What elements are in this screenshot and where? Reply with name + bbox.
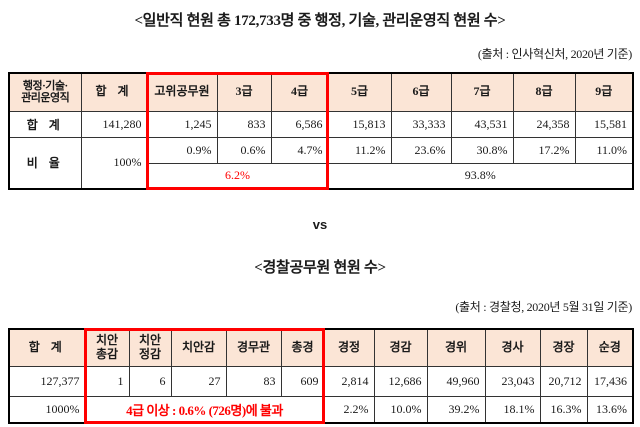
group-ratio-highlight-cell: 6.2% xyxy=(146,162,329,190)
ratio-cell: 30.8% xyxy=(450,136,514,164)
header-cell-grade6: 6급 xyxy=(390,72,452,112)
value-cell: 49,960 xyxy=(426,365,486,397)
header-cell-grade8: 8급 xyxy=(512,72,576,112)
ratio-cell: 0.6% xyxy=(216,136,272,164)
header-cell-chian-jeonggam: 치안 정감 xyxy=(128,328,172,367)
pct-cell: 2.2% xyxy=(323,395,375,424)
value-cell: 17,436 xyxy=(586,365,634,397)
highlight-note-cell: 4급 이상 : 0.6% (726명)에 불과 xyxy=(84,395,325,424)
row-label-ratio: 비 율 xyxy=(8,136,82,190)
header-text: 합 계 xyxy=(28,339,66,354)
value-cell: 15,813 xyxy=(327,110,392,138)
header-line2: 정감 xyxy=(138,346,162,361)
header-text: 경감 xyxy=(389,339,412,354)
value-cell: 15,581 xyxy=(574,110,634,138)
header-cell-sungyeong: 순경 xyxy=(586,328,634,367)
header-cell-gyeongmugwan: 경무관 xyxy=(225,328,282,367)
value-cell: 24,358 xyxy=(512,110,576,138)
source-note-mpm: (출처 : 인사혁신처, 2020년 기준) xyxy=(477,47,632,61)
ratio-cell: 4.7% xyxy=(270,136,329,164)
value-cell: 1 xyxy=(84,365,130,397)
header-cell-grade3: 3급 xyxy=(216,72,272,112)
ratio-total-cell: 100% xyxy=(80,136,148,190)
group-ratio-rest-cell: 93.8% xyxy=(327,162,634,190)
table-row-totals: 합 계 141,280 1,245 833 6,586 15,813 33,33… xyxy=(8,110,634,138)
general-staff-table-wrapper: 행정·기술· 관리운영직 합 계 고위공무원 3급 4급 5급 6급 7급 8급… xyxy=(8,72,634,190)
table-header-row: 합 계 치안 총감 치안 정감 치안감 경무관 총경 경정 경감 경위 경사 경… xyxy=(8,328,634,367)
pct-cell: 10.0% xyxy=(373,395,428,424)
corner-header-cell: 행정·기술· 관리운영직 xyxy=(8,72,82,112)
header-cell-gyeongsa: 경사 xyxy=(484,328,541,367)
value-cell: 833 xyxy=(216,110,272,138)
value-cell: 6 xyxy=(128,365,172,397)
ratio-cell: 23.6% xyxy=(390,136,452,164)
ratio-cell: 11.2% xyxy=(327,136,392,164)
value-cell: 1,245 xyxy=(146,110,218,138)
page-title-general-staff: <일반직 현원 총 172,733명 중 행정, 기술, 관리운영직 현원 수> xyxy=(134,13,506,29)
ratio-cell: 11.0% xyxy=(574,136,634,164)
value-cell: 23,043 xyxy=(484,365,541,397)
police-table-wrapper: 합 계 치안 총감 치안 정감 치안감 경무관 총경 경정 경감 경위 경사 경… xyxy=(8,328,634,424)
header-text: 총경 xyxy=(291,339,314,354)
value-cell: 33,333 xyxy=(390,110,452,138)
pct-cell: 13.6% xyxy=(586,395,634,424)
header-cell-gyeongwi: 경위 xyxy=(426,328,486,367)
header-cell-grade7: 7급 xyxy=(450,72,514,112)
vs-divider: vs xyxy=(312,217,328,232)
header-text: 경장 xyxy=(552,339,575,354)
pct-cell: 18.1% xyxy=(484,395,541,424)
corner-header-line1: 행정·기술· xyxy=(22,79,68,92)
table-row-group-ratios: 6.2% 93.8% xyxy=(9,162,634,190)
table-row-percentages: 1000% 4급 이상 : 0.6% (726명)에 불과 2.2% 10.0%… xyxy=(8,395,634,424)
header-line2: 총감 xyxy=(95,346,119,361)
value-cell: 20,712 xyxy=(539,365,588,397)
value-cell: 141,280 xyxy=(80,110,148,138)
header-cell-grade5: 5급 xyxy=(327,72,392,112)
pct-cell: 16.3% xyxy=(539,395,588,424)
value-cell: 12,686 xyxy=(373,365,428,397)
corner-header-line2: 관리운영직 xyxy=(21,92,70,105)
header-cell-grade4: 4급 xyxy=(270,72,329,112)
header-line1: 치안 xyxy=(138,332,162,347)
header-cell-gyeongjeong: 경정 xyxy=(323,328,375,367)
table-row-ratios: 비 율 100% 0.9% 0.6% 4.7% 11.2% 23.6% 30.8… xyxy=(8,136,634,190)
value-cell: 43,531 xyxy=(450,110,514,138)
header-cell-grade9: 9급 xyxy=(574,72,634,112)
header-text: 경무관 xyxy=(236,339,271,354)
header-cell-chonggyeong: 총경 xyxy=(280,328,325,367)
value-cell: 6,586 xyxy=(270,110,329,138)
ratio-cell: 17.2% xyxy=(512,136,576,164)
header-text: 경위 xyxy=(444,339,468,354)
header-text: 경사 xyxy=(501,339,524,354)
ratio-cell: 0.9% xyxy=(146,136,218,164)
page-title-police: <경찰공무원 현원 수> xyxy=(254,260,386,276)
value-cell: 83 xyxy=(225,365,282,397)
header-text: 순경 xyxy=(598,339,621,354)
header-cell-chian-chonggam: 치안 총감 xyxy=(84,328,130,367)
general-staff-table: 행정·기술· 관리운영직 합 계 고위공무원 3급 4급 5급 6급 7급 8급… xyxy=(8,72,634,190)
header-cell-gyeongjang: 경장 xyxy=(539,328,588,367)
header-cell-chiangam: 치안감 xyxy=(170,328,227,367)
row-label-total: 합 계 xyxy=(8,110,82,138)
source-note-police: (출처 : 경찰청, 2020년 5월 31일 기준) xyxy=(455,300,632,314)
header-cell-senior: 고위공무원 xyxy=(146,72,218,112)
table-row-counts: 127,377 1 6 27 83 609 2,814 12,686 49,96… xyxy=(8,365,634,397)
value-cell: 27 xyxy=(170,365,227,397)
header-text: 치안감 xyxy=(181,339,216,354)
header-text: 경정 xyxy=(337,339,361,354)
table-header-row: 행정·기술· 관리운영직 합 계 고위공무원 3급 4급 5급 6급 7급 8급… xyxy=(8,72,634,112)
header-line1: 치안 xyxy=(95,332,119,347)
value-cell: 2,814 xyxy=(323,365,375,397)
pct-total-cell: 1000% xyxy=(8,395,86,424)
police-table: 합 계 치안 총감 치안 정감 치안감 경무관 총경 경정 경감 경위 경사 경… xyxy=(8,328,634,424)
header-cell-total: 합 계 xyxy=(8,328,86,367)
value-cell: 609 xyxy=(280,365,325,397)
value-cell: 127,377 xyxy=(8,365,86,397)
pct-cell: 39.2% xyxy=(426,395,486,424)
header-cell-total: 합 계 xyxy=(80,72,148,112)
header-cell-gyeonggam: 경감 xyxy=(373,328,428,367)
